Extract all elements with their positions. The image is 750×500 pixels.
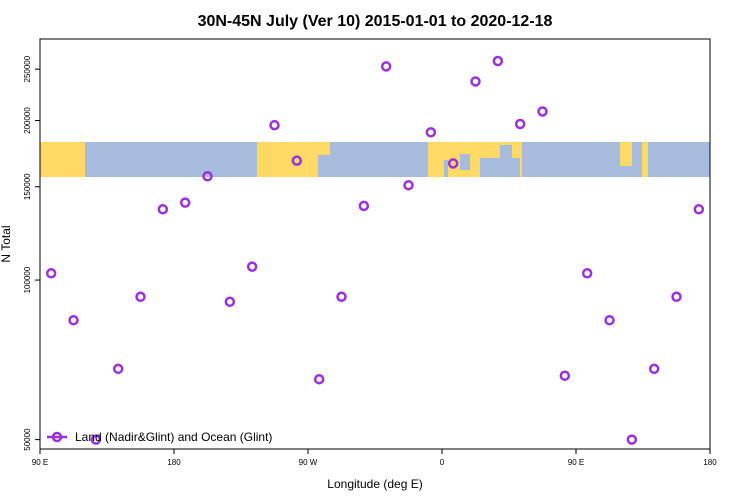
x-tick-label: 0 bbox=[440, 458, 445, 467]
map-ocean-inlet bbox=[460, 154, 470, 170]
data-point bbox=[224, 296, 236, 308]
map-ocean-inlet bbox=[95, 168, 112, 177]
x-tick-label: 180 bbox=[167, 458, 181, 467]
x-tick-label: 90 E bbox=[32, 458, 48, 467]
data-point bbox=[135, 291, 146, 303]
map-ocean-inlet bbox=[500, 145, 512, 160]
x-axis: 90 E 180 90 W 0 90 E 180 bbox=[32, 449, 717, 467]
data-point bbox=[492, 55, 504, 67]
world-map-strip bbox=[40, 142, 710, 177]
data-point bbox=[671, 291, 682, 303]
data-point bbox=[112, 363, 124, 375]
data-point bbox=[447, 158, 459, 169]
legend-entry-label: Land (Nadir&Glint) and Ocean (Glint) bbox=[75, 430, 272, 444]
data-point bbox=[291, 155, 303, 166]
data-point bbox=[693, 204, 705, 215]
data-point bbox=[514, 118, 526, 130]
y-tick-label: 100000 bbox=[23, 266, 32, 293]
data-point bbox=[202, 170, 213, 182]
data-point bbox=[90, 434, 102, 445]
data-point bbox=[45, 268, 57, 279]
map-land bbox=[642, 142, 648, 177]
x-tick-label: 90 E bbox=[568, 458, 584, 467]
map-ocean-inlet bbox=[620, 166, 632, 177]
data-point bbox=[470, 76, 481, 87]
x-axis-label: Longitude (deg E) bbox=[327, 477, 422, 491]
data-point bbox=[425, 127, 437, 138]
data-point bbox=[157, 204, 169, 215]
map-ocean-inlet bbox=[318, 155, 330, 177]
data-point bbox=[626, 434, 638, 445]
x-tick-label: 180 bbox=[703, 458, 717, 467]
map-ocean-inlet bbox=[480, 158, 520, 177]
x-tick-label: 90 W bbox=[299, 458, 318, 467]
plot-frame bbox=[39, 38, 711, 450]
data-point bbox=[403, 179, 414, 191]
y-axis: 50000 100000 150000 200000 250000 bbox=[23, 55, 40, 451]
data-point bbox=[604, 314, 615, 326]
data-point bbox=[648, 363, 660, 375]
y-tick-label: 50000 bbox=[23, 428, 32, 451]
y-tick-label: 150000 bbox=[23, 173, 32, 200]
y-tick-label: 200000 bbox=[23, 107, 32, 134]
data-point bbox=[559, 370, 571, 381]
data-points bbox=[45, 55, 705, 445]
data-point bbox=[179, 197, 191, 208]
data-point bbox=[68, 314, 79, 326]
data-point bbox=[581, 268, 593, 279]
y-tick-label: 250000 bbox=[23, 55, 32, 82]
data-point bbox=[336, 291, 347, 303]
map-ocean-inlet bbox=[85, 150, 95, 177]
legend-marker bbox=[51, 431, 63, 443]
map-ocean-inlet bbox=[444, 160, 448, 177]
map-ocean bbox=[40, 142, 710, 177]
data-point bbox=[246, 261, 258, 272]
data-point bbox=[537, 106, 548, 117]
chart-title: 30N-45N July (Ver 10) 2015-01-01 to 2020… bbox=[198, 13, 553, 30]
data-point bbox=[380, 61, 392, 72]
legend: Land (Nadir&Glint) and Ocean (Glint) bbox=[47, 430, 272, 444]
data-point bbox=[358, 200, 370, 212]
data-point bbox=[269, 119, 280, 131]
map-land bbox=[40, 142, 85, 177]
y-axis-label: N Total bbox=[0, 225, 13, 262]
data-point bbox=[313, 373, 325, 385]
